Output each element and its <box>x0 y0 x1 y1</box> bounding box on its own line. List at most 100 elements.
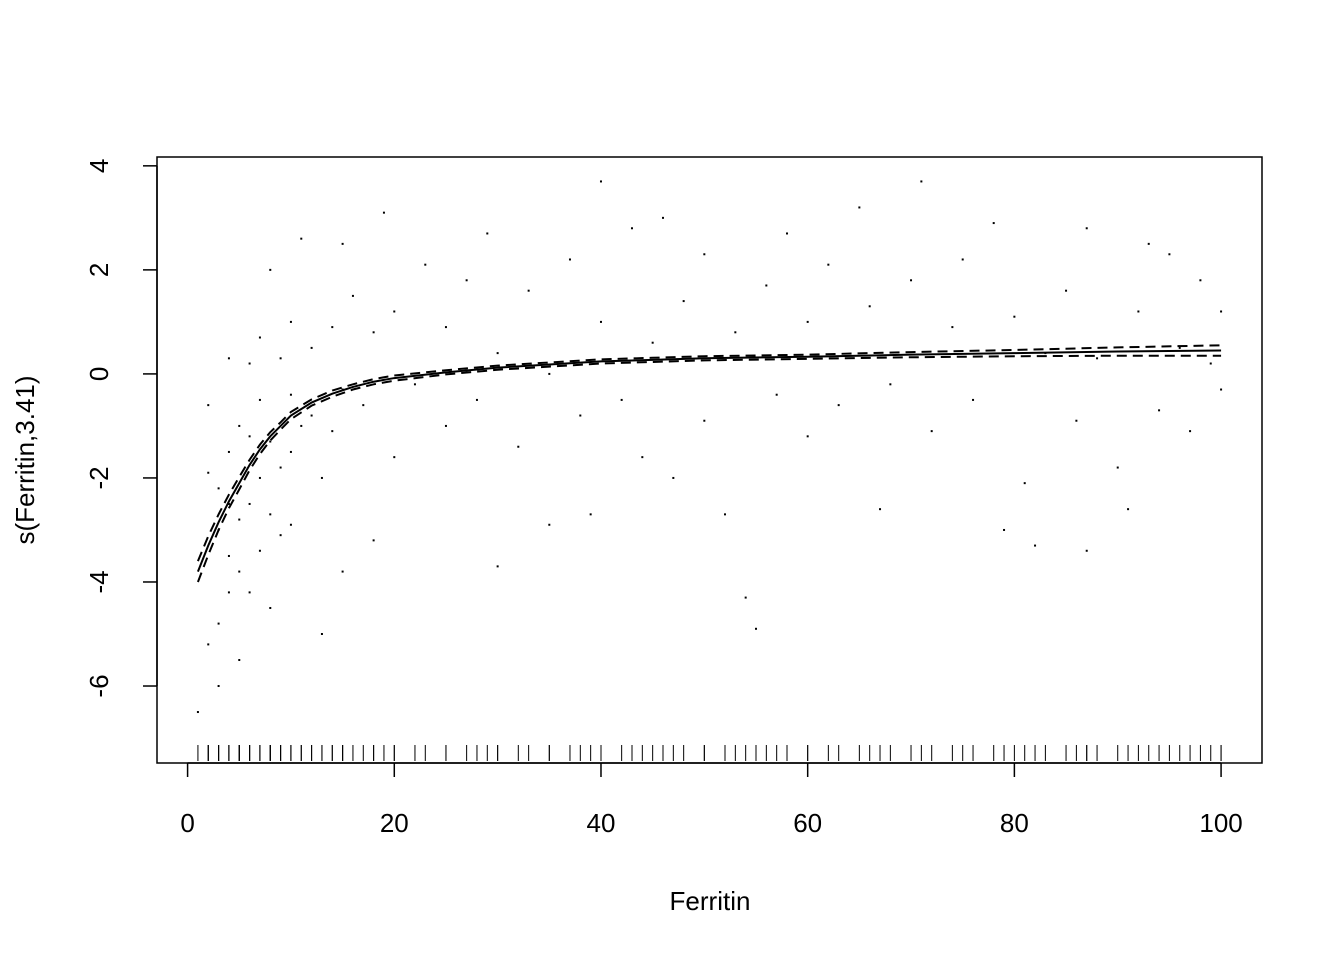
point <box>930 430 933 433</box>
point <box>258 476 261 479</box>
point <box>744 596 747 599</box>
point <box>289 450 292 453</box>
point <box>548 523 551 526</box>
point <box>858 206 861 209</box>
x-tick-label: 80 <box>1000 808 1029 838</box>
point <box>579 414 582 417</box>
point <box>1158 409 1161 412</box>
point <box>248 362 251 365</box>
point <box>703 419 706 422</box>
point <box>786 232 789 235</box>
lower-band <box>196 354 1222 583</box>
point <box>1023 482 1026 485</box>
point <box>217 685 220 688</box>
point <box>227 502 230 505</box>
point <box>341 570 344 573</box>
point <box>1116 466 1119 469</box>
y-tick-label: 2 <box>84 263 114 277</box>
point <box>879 508 882 511</box>
point <box>1075 419 1078 422</box>
point <box>651 341 654 344</box>
x-tick-label: 60 <box>793 808 822 838</box>
point <box>1034 544 1037 547</box>
point <box>217 622 220 625</box>
upper-band <box>197 344 1222 562</box>
y-axis-label: s(Ferritin,3.41) <box>10 375 40 544</box>
point <box>269 606 272 609</box>
point <box>1085 549 1088 552</box>
point <box>1220 310 1223 313</box>
point <box>806 435 809 438</box>
point <box>517 445 520 448</box>
point <box>1085 227 1088 230</box>
point <box>207 643 210 646</box>
point <box>238 570 241 573</box>
y-tick-label: -2 <box>84 466 114 489</box>
point <box>300 237 303 240</box>
point <box>868 305 871 308</box>
point <box>207 471 210 474</box>
point <box>765 284 768 287</box>
plot-box <box>156 156 1263 764</box>
point <box>372 331 375 334</box>
point <box>310 346 313 349</box>
point <box>755 627 758 630</box>
point <box>599 320 602 323</box>
point <box>806 320 809 323</box>
point <box>444 424 447 427</box>
point <box>289 523 292 526</box>
point <box>258 398 261 401</box>
point <box>372 539 375 542</box>
point <box>661 216 664 219</box>
point <box>548 372 551 375</box>
point <box>775 393 778 396</box>
point <box>630 227 633 230</box>
point <box>1168 253 1171 256</box>
point <box>238 659 241 662</box>
point <box>1147 242 1150 245</box>
point <box>444 326 447 329</box>
point <box>341 242 344 245</box>
x-tick-label: 100 <box>1199 808 1242 838</box>
y-tick-label: 0 <box>84 367 114 381</box>
point <box>217 487 220 490</box>
point <box>672 476 675 479</box>
point <box>1189 430 1192 433</box>
point <box>413 383 416 386</box>
point <box>238 518 241 521</box>
point <box>910 279 913 282</box>
point <box>1220 388 1223 391</box>
y-tick-label: -4 <box>84 570 114 593</box>
point <box>279 466 282 469</box>
y-tick-label: 4 <box>84 159 114 173</box>
point <box>382 211 385 214</box>
point <box>279 534 282 537</box>
point <box>269 440 272 443</box>
point <box>589 513 592 516</box>
point <box>599 180 602 183</box>
point <box>207 404 210 407</box>
point <box>269 513 272 516</box>
point <box>1209 362 1212 365</box>
point <box>269 268 272 271</box>
point <box>289 393 292 396</box>
point <box>227 591 230 594</box>
point <box>310 414 313 417</box>
point <box>703 253 706 256</box>
point <box>1065 289 1068 292</box>
point <box>258 336 261 339</box>
point <box>238 424 241 427</box>
y-tick-label: -6 <box>84 674 114 697</box>
point <box>248 502 251 505</box>
point <box>331 326 334 329</box>
point <box>227 357 230 360</box>
point <box>682 300 685 303</box>
point <box>475 398 478 401</box>
point <box>331 430 334 433</box>
point <box>227 554 230 557</box>
point <box>320 632 323 635</box>
point <box>961 258 964 261</box>
point <box>320 476 323 479</box>
point <box>248 435 251 438</box>
